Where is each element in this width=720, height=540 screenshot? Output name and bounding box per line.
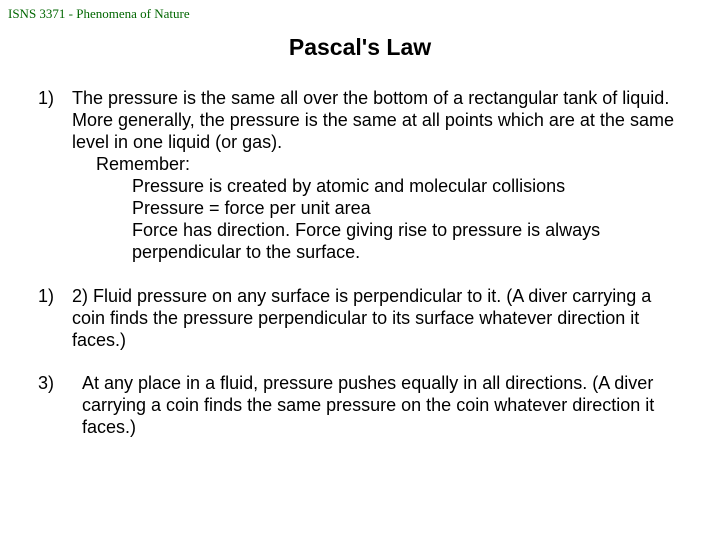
slide-body: 1) The pressure is the same all over the… — [38, 88, 678, 461]
bullet-3: 3) At any place in a fluid, pressure pus… — [38, 373, 678, 439]
bullet-number: 1) — [38, 286, 72, 352]
bullet-number: 3) — [38, 373, 82, 439]
bullet-1: 1) The pressure is the same all over the… — [38, 88, 678, 264]
bullet-number: 1) — [38, 88, 72, 264]
bullet-2: 1) 2) Fluid pressure on any surface is p… — [38, 286, 678, 352]
bullet-1-sub-c: Force has direction. Force giving rise t… — [72, 220, 678, 264]
bullet-1-sub-b: Pressure = force per unit area — [72, 198, 678, 220]
bullet-1-sub-a: Pressure is created by atomic and molecu… — [72, 176, 678, 198]
bullet-1-main: The pressure is the same all over the bo… — [72, 88, 674, 152]
bullet-text: At any place in a fluid, pressure pushes… — [82, 373, 678, 439]
bullet-1-remember: Remember: — [72, 154, 678, 176]
slide-title: Pascal's Law — [0, 34, 720, 61]
bullet-text: The pressure is the same all over the bo… — [72, 88, 678, 264]
course-header: ISNS 3371 - Phenomena of Nature — [8, 6, 190, 22]
bullet-text: 2) Fluid pressure on any surface is perp… — [72, 286, 678, 352]
